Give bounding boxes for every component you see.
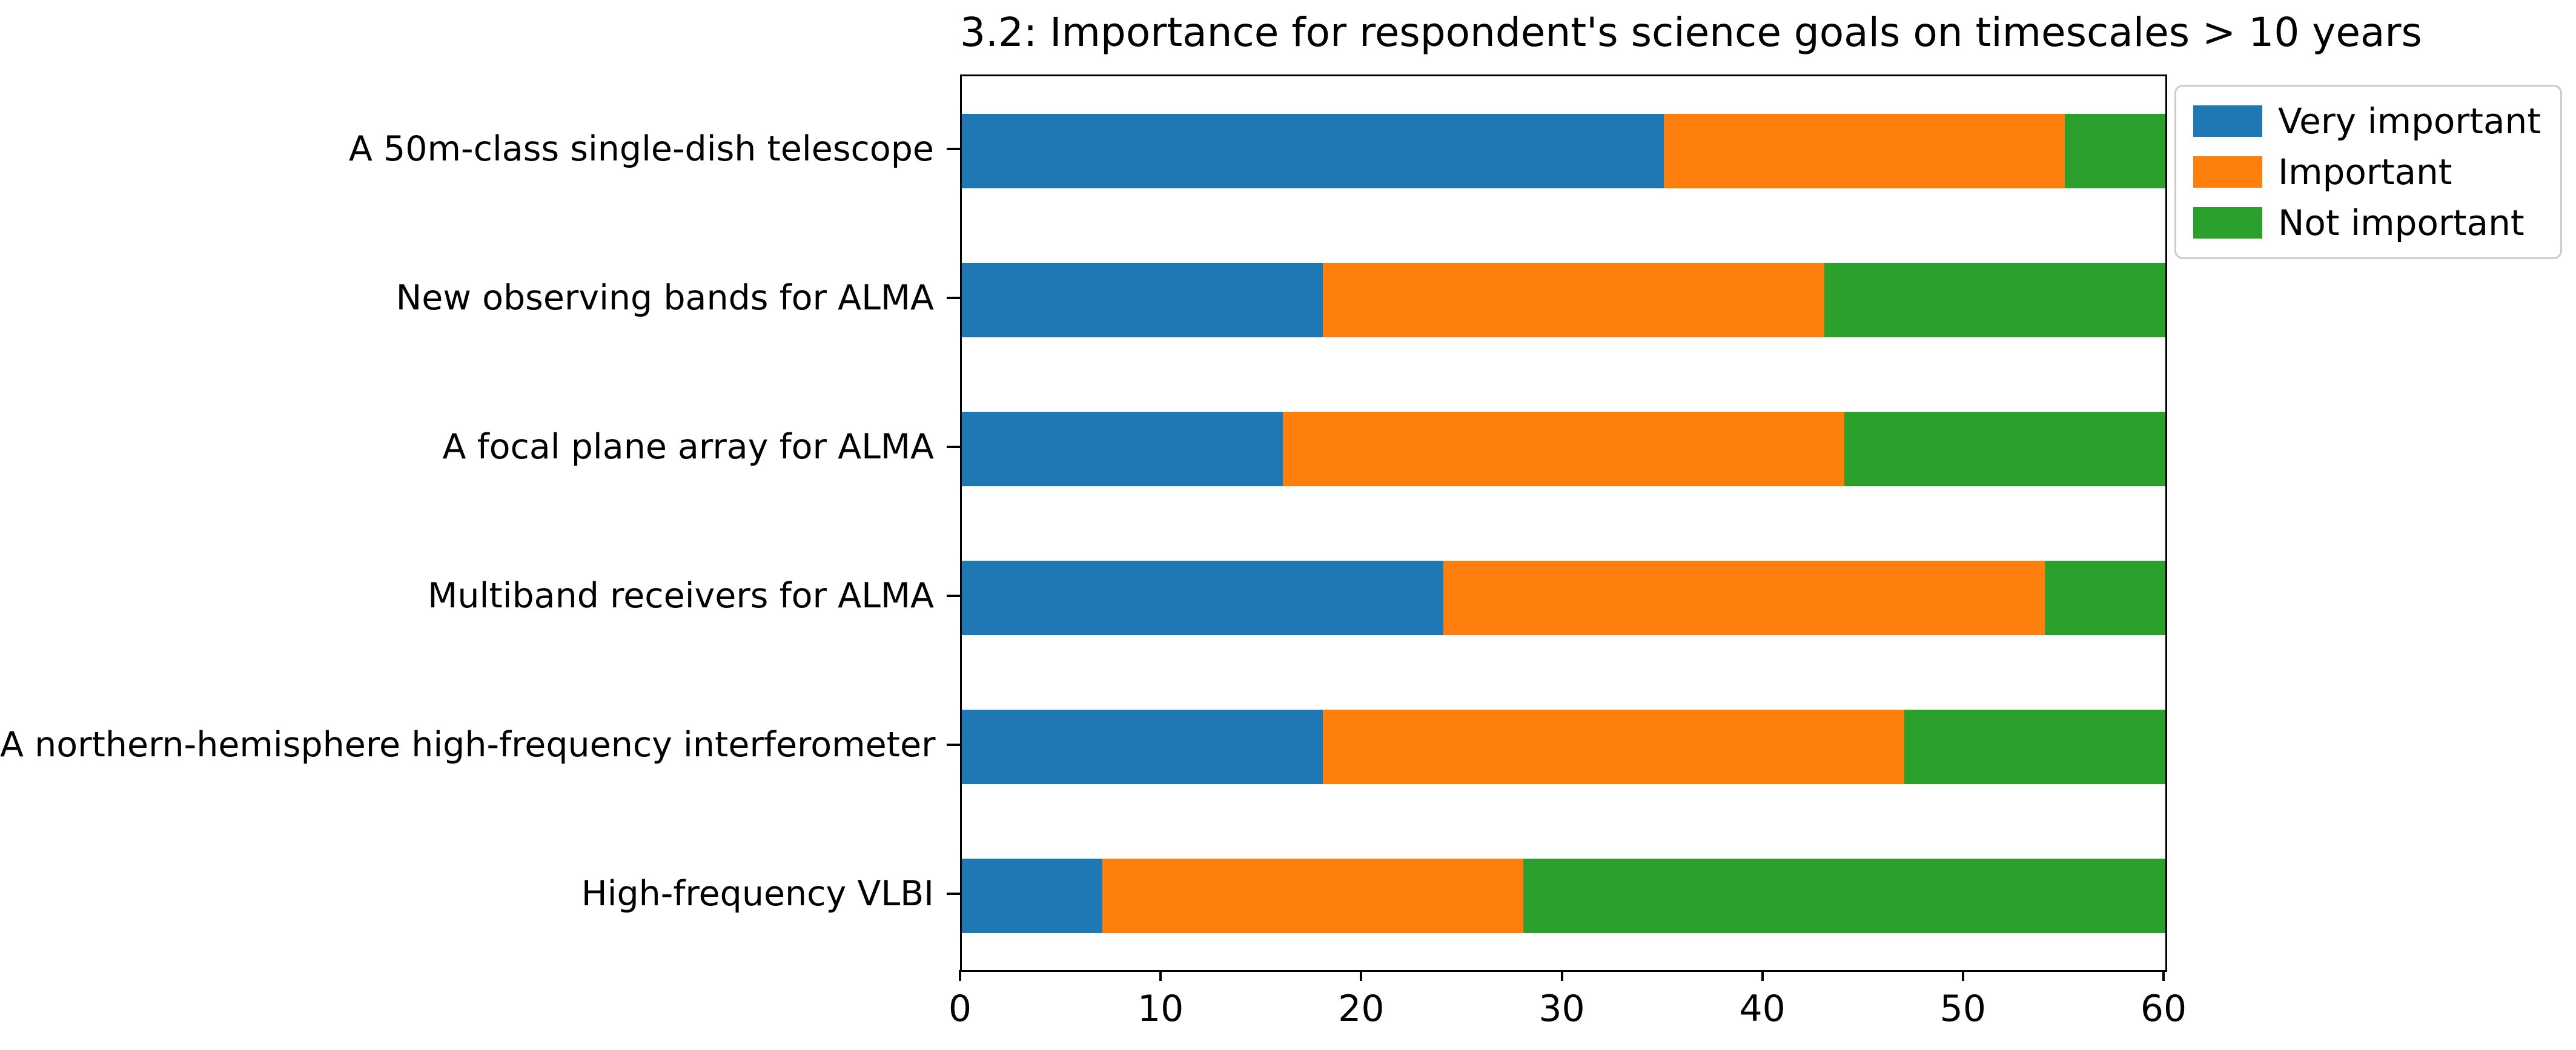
legend-swatch-icon	[2193, 207, 2262, 239]
category-label: A 50m-class single-dish telescope	[348, 129, 934, 169]
x-tick-label: 20	[1338, 988, 1385, 1030]
x-tick-mark	[1761, 970, 1764, 981]
category-label: Multiband receivers for ALMA	[428, 576, 934, 616]
legend-swatch-icon	[2193, 105, 2262, 137]
bar-segment-important	[1443, 560, 2045, 635]
bar-segment-very-important	[962, 560, 1443, 635]
legend-item: Not important	[2193, 204, 2541, 242]
y-tick-mark	[947, 744, 960, 746]
x-tick-label: 40	[1739, 988, 1786, 1030]
bar-segment-not-important	[1904, 709, 2165, 784]
bar-segment-not-important	[1844, 411, 2165, 486]
x-tick-mark	[959, 970, 961, 981]
legend-label: Very important	[2278, 101, 2541, 142]
x-tick-label: 30	[1538, 988, 1585, 1030]
x-tick-label: 50	[1939, 988, 1986, 1030]
category-label: A focal plane array for ALMA	[442, 427, 934, 467]
bar-segment-not-important	[1523, 858, 2165, 933]
bar-segment-very-important	[962, 262, 1323, 337]
bar-segment-very-important	[962, 113, 1664, 188]
legend-label: Not important	[2278, 202, 2525, 243]
bar-segment-not-important	[2045, 560, 2165, 635]
bar-segment-very-important	[962, 858, 1102, 933]
x-tick-label: 60	[2140, 988, 2187, 1030]
bar-segment-important	[1664, 113, 2065, 188]
x-tick-mark	[1159, 970, 1162, 981]
y-tick-mark	[947, 446, 960, 448]
y-tick-mark	[947, 148, 960, 150]
legend-label: Important	[2278, 151, 2452, 193]
bar-segment-not-important	[2065, 113, 2165, 188]
y-tick-mark	[947, 893, 960, 895]
plot-area	[960, 74, 2167, 972]
legend-item: Important	[2193, 153, 2541, 191]
x-tick-mark	[2162, 970, 2165, 981]
bar-segment-important	[1323, 709, 1905, 784]
x-tick-mark	[1560, 970, 1563, 981]
bar-row	[962, 411, 2165, 486]
bar-segment-important	[1323, 262, 1824, 337]
bar-segment-important	[1102, 858, 1524, 933]
x-tick-label: 10	[1137, 988, 1184, 1030]
bar-row	[962, 858, 2165, 933]
chart-title: 3.2: Importance for respondent's science…	[960, 9, 2422, 56]
y-tick-mark	[947, 595, 960, 597]
bar-segment-important	[1282, 411, 1845, 486]
bar-row	[962, 262, 2165, 337]
category-label: A northern-hemisphere high-frequency int…	[0, 725, 936, 765]
legend-swatch-icon	[2193, 156, 2262, 188]
legend-item: Very important	[2193, 102, 2541, 140]
x-tick-label: 0	[948, 988, 972, 1030]
bar-segment-not-important	[1824, 262, 2165, 337]
bar-row	[962, 113, 2165, 188]
bar-row	[962, 709, 2165, 784]
x-tick-mark	[1360, 970, 1363, 981]
category-label: New observing bands for ALMA	[396, 278, 934, 318]
bar-row	[962, 560, 2165, 635]
bar-segment-very-important	[962, 411, 1283, 486]
y-tick-mark	[947, 297, 960, 299]
x-tick-mark	[1961, 970, 1964, 981]
bar-segment-very-important	[962, 709, 1323, 784]
category-label: High-frequency VLBI	[581, 874, 934, 914]
legend: Very important Important Not important	[2174, 85, 2563, 259]
